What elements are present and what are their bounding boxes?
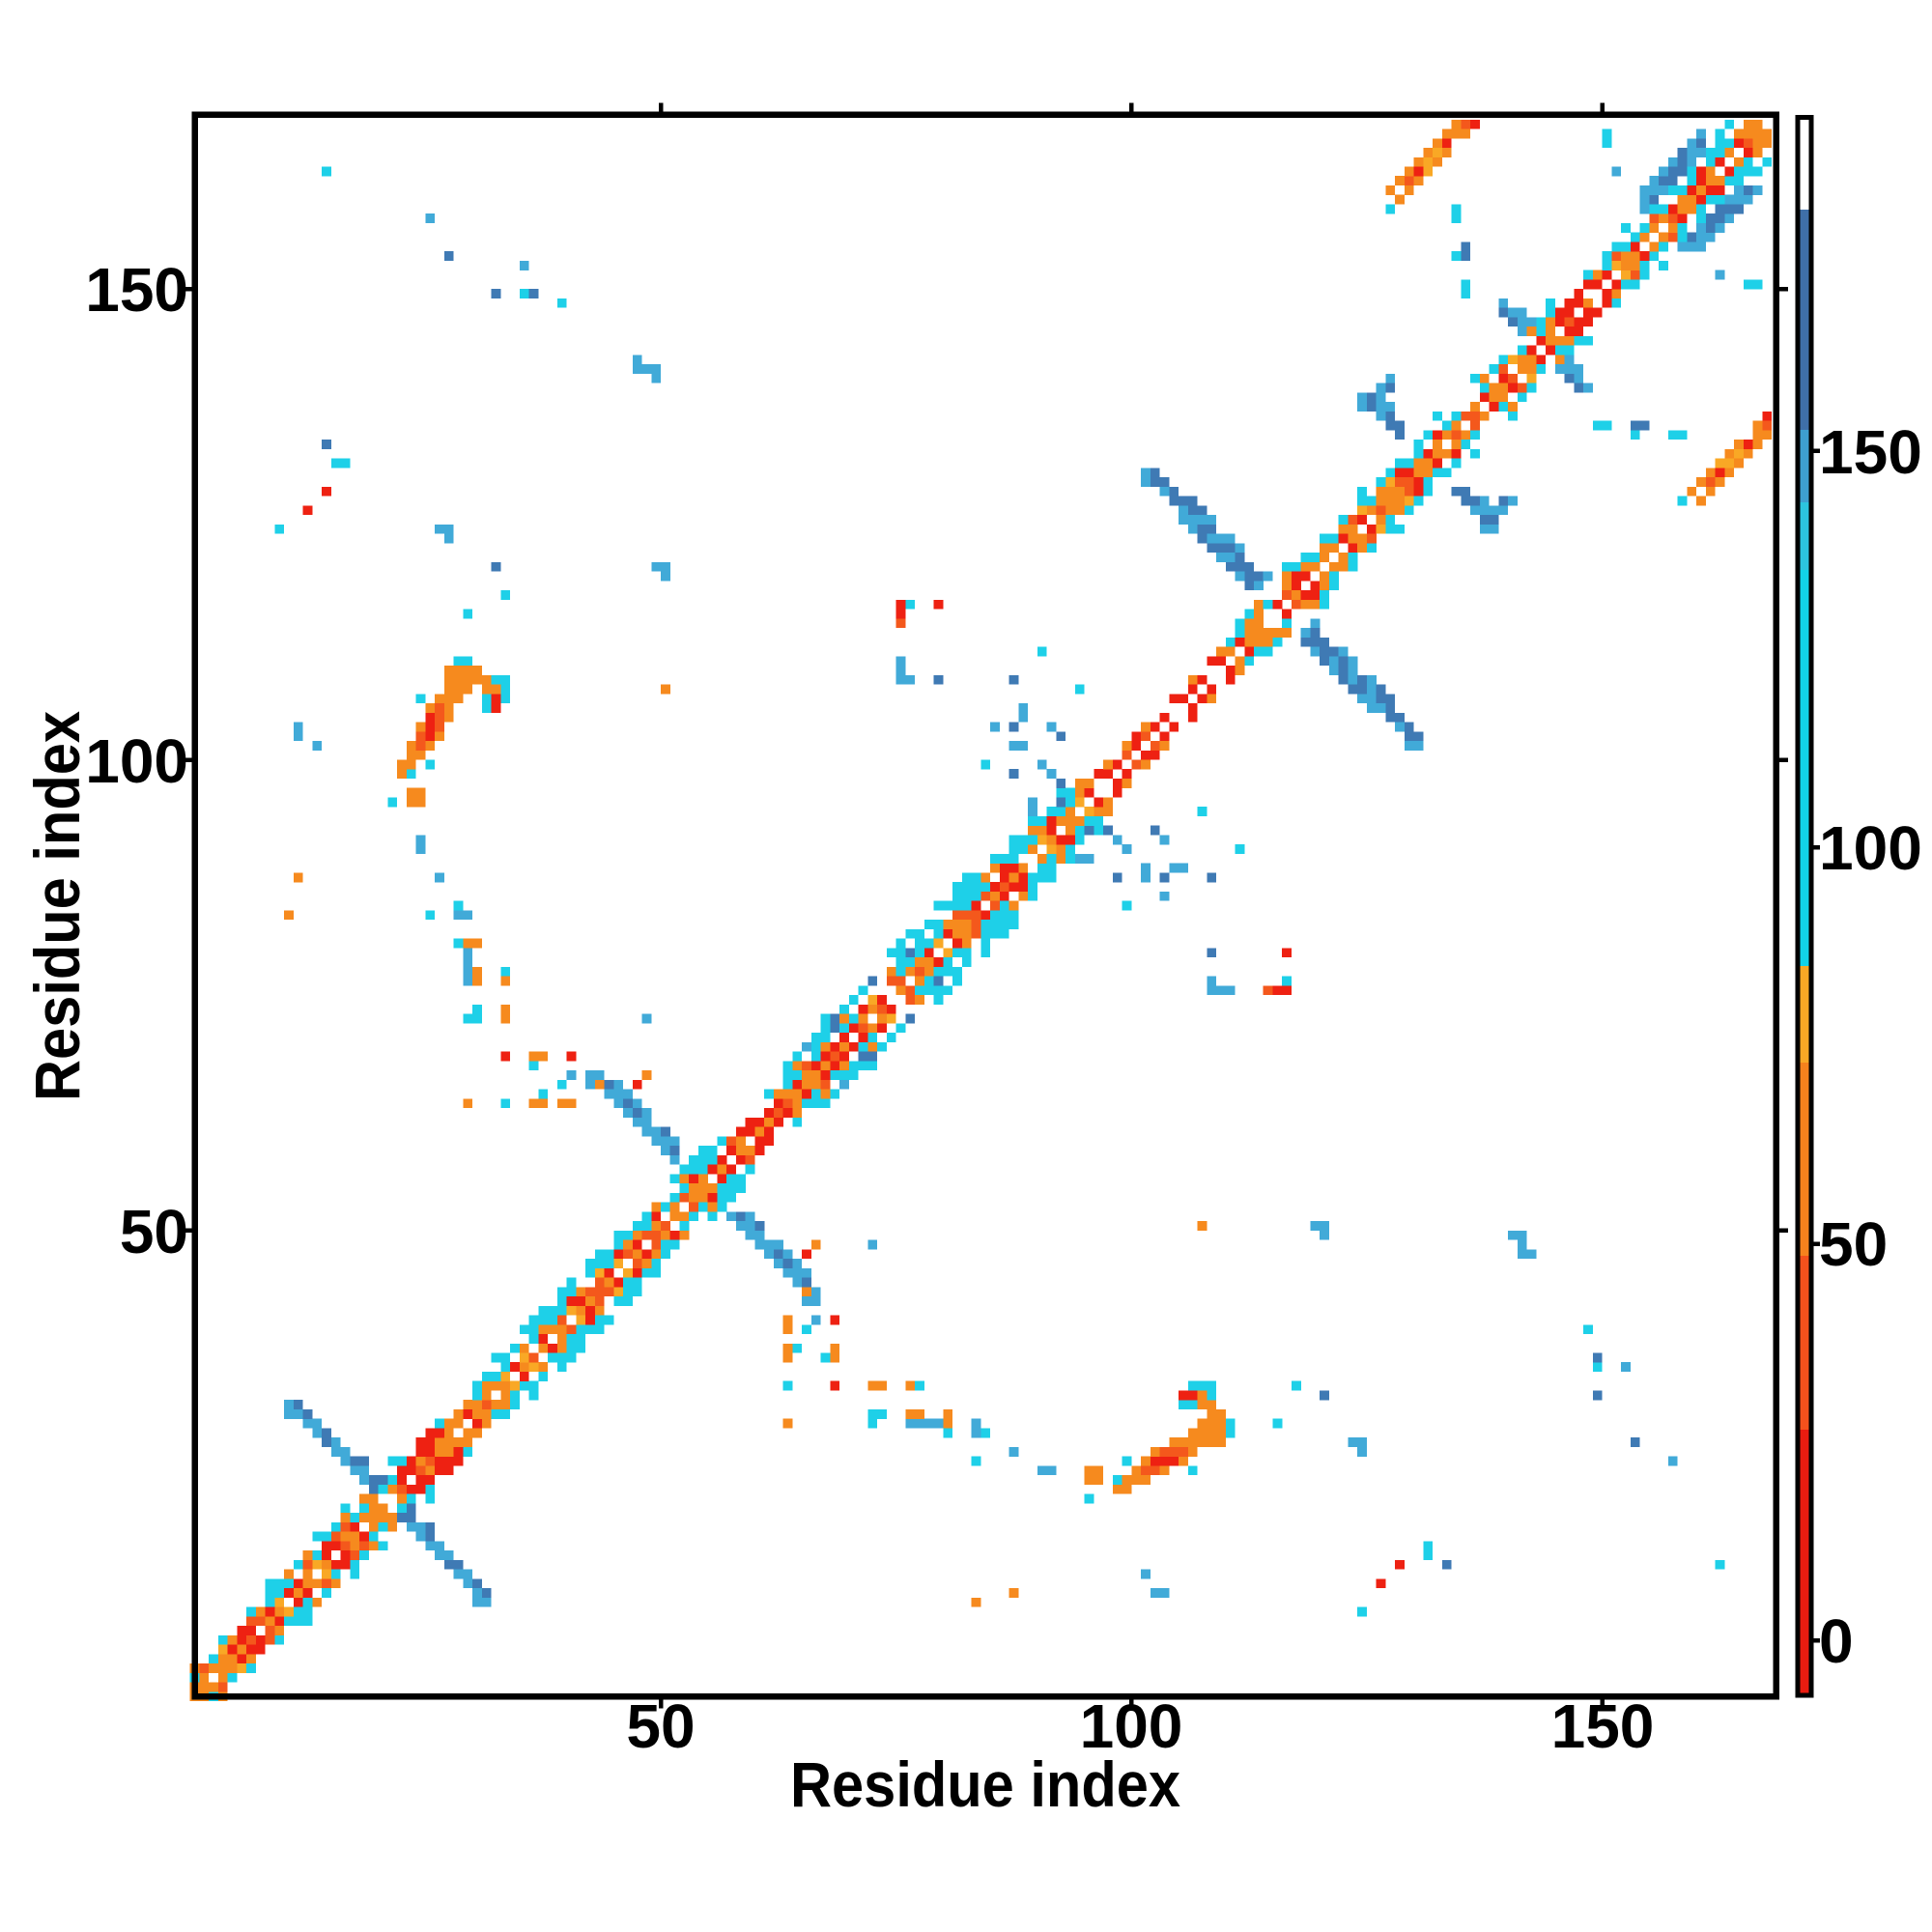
svg-text:Residue index: Residue index (790, 1748, 1180, 1820)
svg-text:150: 150 (85, 255, 188, 325)
svg-text:150: 150 (1551, 1691, 1655, 1761)
svg-text:Residue index: Residue index (21, 711, 93, 1101)
svg-text:0: 0 (1819, 1606, 1854, 1676)
svg-text:100: 100 (1080, 1691, 1183, 1761)
svg-text:100: 100 (1819, 813, 1922, 883)
svg-text:50: 50 (1819, 1209, 1888, 1279)
svg-text:50: 50 (626, 1691, 695, 1761)
svg-text:50: 50 (120, 1197, 188, 1266)
svg-text:150: 150 (1819, 417, 1922, 487)
svg-text:100: 100 (85, 726, 188, 796)
